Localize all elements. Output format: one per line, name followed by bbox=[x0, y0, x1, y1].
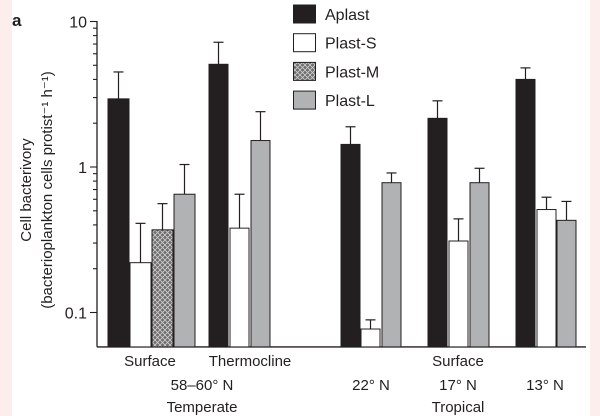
x-label-17n: 17° N bbox=[439, 377, 477, 394]
x-label-thermocline: Thermocline bbox=[209, 353, 292, 370]
x-label-temperate-lat: 58–60° N bbox=[171, 377, 234, 394]
bar-group-1 bbox=[208, 41, 271, 348]
bar-plast-l bbox=[173, 193, 196, 348]
bar-aplast bbox=[340, 143, 361, 348]
legend: Aplast Plast-S Plast-M Plast-L bbox=[293, 4, 379, 110]
legend-label-plast-l: Plast-L bbox=[325, 93, 375, 110]
x-label-surface: Surface bbox=[124, 353, 176, 370]
y-axis-units: (bacterioplankton cells protist⁻¹ h⁻¹) bbox=[39, 71, 56, 309]
x-label-22n: 22° N bbox=[352, 377, 390, 394]
bar-group-2 bbox=[340, 126, 402, 348]
bars bbox=[107, 41, 577, 348]
legend-label-plast-m: Plast-M bbox=[325, 64, 379, 81]
bar-group-0 bbox=[107, 71, 196, 348]
bar-aplast bbox=[427, 117, 448, 348]
legend-swatch-plast-l bbox=[293, 90, 316, 110]
bar-plast-s bbox=[129, 262, 152, 348]
legend-swatch-plast-s bbox=[293, 33, 316, 53]
y-axis-title: Cell bacterivory bbox=[18, 138, 35, 242]
bar-group-4 bbox=[515, 67, 577, 348]
bar-plast-s bbox=[536, 209, 557, 348]
y-tick-label: 1 bbox=[78, 160, 87, 177]
bar-plast-s bbox=[448, 240, 469, 348]
bar-plast-l bbox=[250, 140, 271, 348]
legend-label-aplast: Aplast bbox=[325, 7, 370, 24]
bar-aplast bbox=[208, 63, 229, 348]
left-edge-strip bbox=[0, 0, 12, 416]
y-tick-label: 10 bbox=[69, 15, 87, 32]
bar-plast-l bbox=[556, 219, 577, 348]
x-label-13n: 13° N bbox=[526, 377, 564, 394]
legend-swatch-aplast bbox=[293, 4, 316, 24]
y-tick-label: 0.1 bbox=[65, 306, 87, 323]
x-label-tropical: Tropical bbox=[432, 399, 485, 416]
bar-group-3 bbox=[427, 100, 490, 348]
bar-plast-l bbox=[469, 182, 490, 348]
bar-aplast bbox=[515, 78, 536, 348]
bar-plast-l bbox=[381, 182, 402, 348]
x-label-tropical-surface: Surface bbox=[432, 353, 484, 370]
legend-swatch-plast-m bbox=[293, 61, 316, 81]
bar-plast-s bbox=[229, 227, 250, 348]
legend-label-plast-s: Plast-S bbox=[325, 36, 377, 53]
right-edge-strip bbox=[590, 0, 600, 416]
bar-aplast bbox=[107, 98, 130, 348]
bar-plast-s bbox=[360, 328, 381, 348]
panel-label: a bbox=[12, 11, 22, 30]
bar-plast-m bbox=[151, 229, 174, 348]
x-label-temperate: Temperate bbox=[167, 399, 238, 416]
